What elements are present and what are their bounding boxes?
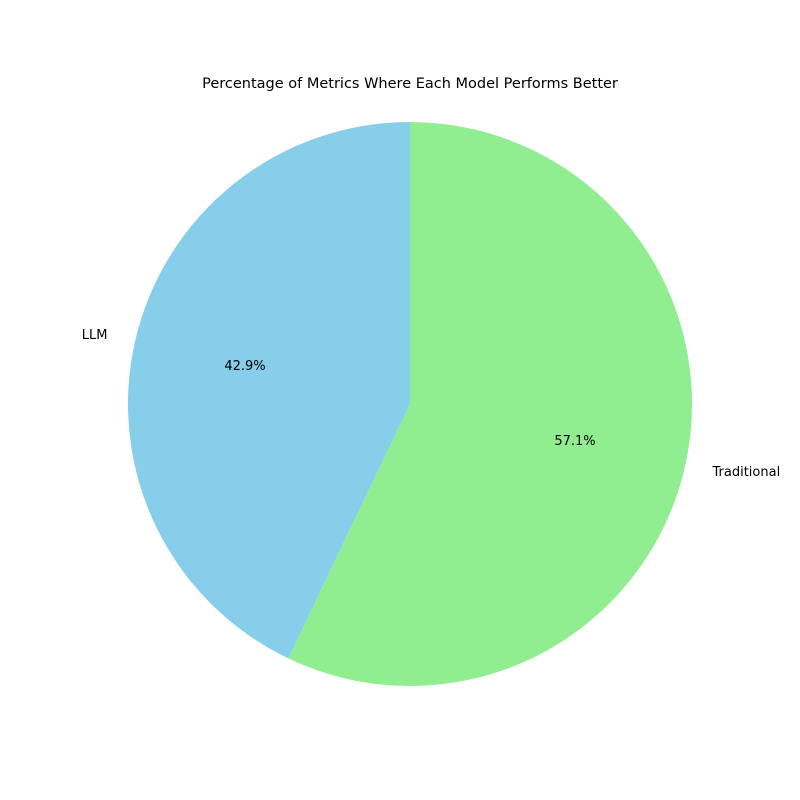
- pie-slice-traditional: [288, 122, 692, 686]
- pie-slices: [128, 122, 692, 686]
- slice-percent-llm: 42.9%: [224, 359, 265, 374]
- slice-label-llm: LLM: [82, 328, 108, 343]
- pie-slice-llm: [128, 122, 410, 659]
- slice-label-traditional: Traditional: [712, 465, 781, 480]
- pie-labels: LLM 42.9% Traditional 57.1%: [82, 328, 780, 480]
- chart-title: Percentage of Metrics Where Each Model P…: [202, 76, 618, 92]
- slice-percent-traditional: 57.1%: [554, 434, 595, 449]
